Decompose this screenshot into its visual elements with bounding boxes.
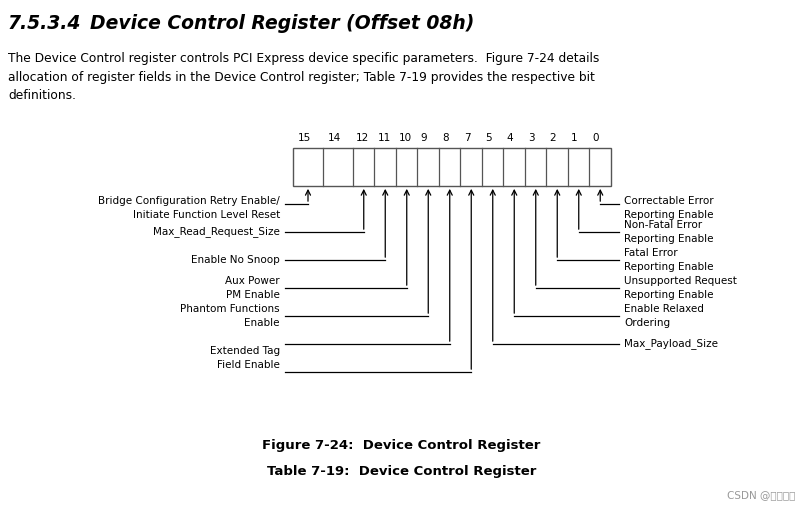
Text: 7: 7 — [463, 133, 470, 143]
Text: Enable Relaxed
Ordering: Enable Relaxed Ordering — [623, 304, 703, 328]
Text: Non-Fatal Error
Reporting Enable: Non-Fatal Error Reporting Enable — [623, 220, 713, 244]
Text: 7.5.3.4: 7.5.3.4 — [8, 14, 81, 33]
Text: Extended Tag
Field Enable: Extended Tag Field Enable — [209, 346, 280, 370]
Text: Correctable Error
Reporting Enable: Correctable Error Reporting Enable — [623, 197, 713, 219]
Text: Max_Read_Request_Size: Max_Read_Request_Size — [153, 227, 280, 237]
Text: Figure 7-24:  Device Control Register: Figure 7-24: Device Control Register — [262, 439, 540, 453]
Bar — [293, 148, 610, 186]
Text: Table 7-19:  Device Control Register: Table 7-19: Device Control Register — [266, 465, 536, 479]
Text: 2: 2 — [549, 133, 556, 143]
Text: Bridge Configuration Retry Enable/
Initiate Function Level Reset: Bridge Configuration Retry Enable/ Initi… — [98, 197, 280, 219]
Text: Unsupported Request
Reporting Enable: Unsupported Request Reporting Enable — [623, 276, 736, 300]
Text: 5: 5 — [484, 133, 492, 143]
Text: 0: 0 — [592, 133, 598, 143]
Text: CSDN @逆风水手: CSDN @逆风水手 — [726, 490, 794, 500]
Text: 12: 12 — [356, 133, 369, 143]
Text: 11: 11 — [377, 133, 391, 143]
Text: 15: 15 — [297, 133, 310, 143]
Text: The Device Control register controls PCI Express device specific parameters.  Fi: The Device Control register controls PCI… — [8, 52, 598, 102]
Text: 3: 3 — [528, 133, 534, 143]
Text: Fatal Error
Reporting Enable: Fatal Error Reporting Enable — [623, 248, 713, 272]
Text: 4: 4 — [506, 133, 512, 143]
Text: 10: 10 — [399, 133, 412, 143]
Text: 8: 8 — [442, 133, 448, 143]
Text: Phantom Functions
Enable: Phantom Functions Enable — [180, 304, 280, 328]
Text: Max_Payload_Size: Max_Payload_Size — [623, 338, 717, 350]
Text: Device Control Register (Offset 08h): Device Control Register (Offset 08h) — [64, 14, 474, 33]
Text: Aux Power
PM Enable: Aux Power PM Enable — [225, 276, 280, 300]
Text: Enable No Snoop: Enable No Snoop — [191, 255, 280, 265]
Text: 14: 14 — [327, 133, 340, 143]
Text: 9: 9 — [420, 133, 427, 143]
Text: 1: 1 — [570, 133, 577, 143]
